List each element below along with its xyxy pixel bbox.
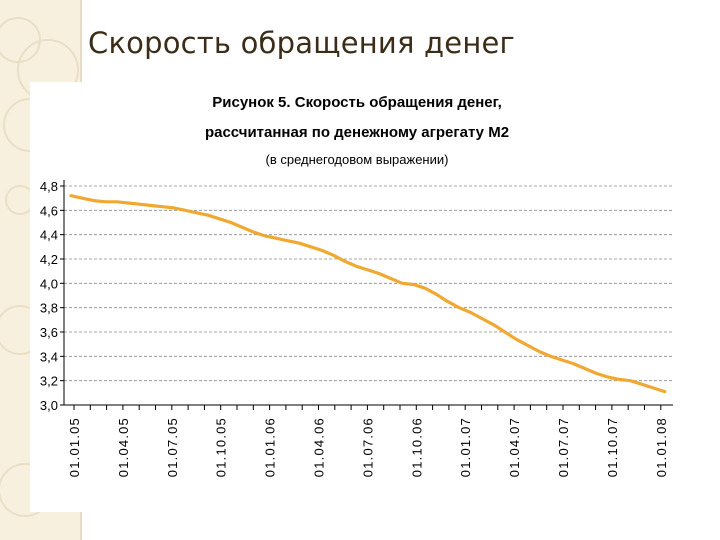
y-tick-label: 3,0 (40, 398, 58, 413)
y-axis-ticks: 3,0 3,2 3,4 3,6 3,8 4,0 4,2 4,4 4,6 4,8 (40, 179, 64, 413)
y-tick-label: 3,8 (40, 301, 58, 316)
x-tick-label: 01.07.07 (556, 417, 571, 477)
chart-subtitle: (в среднегодовом выражении) (266, 152, 449, 167)
x-axis-ticks: 01.01.05 01.04.05 01.07.05 01.10.05 01.01.06… (67, 405, 669, 477)
y-tick-label: 3,2 (40, 374, 58, 389)
chart-title-line-1: Рисунок 5. Скорость обращения денег, (212, 94, 502, 111)
chart-panel: Рисунок 5. Скорость обращения денег, рас… (30, 82, 710, 512)
x-tick-label: 01.04.05 (116, 417, 131, 477)
x-tick-label: 01.10.05 (214, 417, 229, 477)
chart-title-group: Рисунок 5. Скорость обращения денег, рас… (205, 94, 509, 167)
x-tick-label: 01.07.05 (165, 417, 180, 477)
x-tick-label: 01.01.06 (263, 417, 278, 477)
velocity-line-chart: Рисунок 5. Скорость обращения денег, рас… (40, 94, 673, 477)
y-tick-label: 4,4 (40, 228, 58, 243)
x-tick-label: 01.01.08 (654, 417, 669, 477)
x-tick-label: 01.04.06 (312, 417, 327, 477)
y-tick-label: 3,4 (40, 349, 58, 364)
series-group (69, 194, 667, 394)
y-tick-label: 4,0 (40, 276, 58, 291)
y-tick-label: 3,6 (40, 325, 58, 340)
x-tick-label: 01.01.05 (67, 417, 82, 477)
x-tick-label: 01.04.07 (507, 417, 522, 477)
y-tick-label: 4,6 (40, 203, 58, 218)
axes (63, 180, 673, 406)
y-tick-label: 4,2 (40, 252, 58, 267)
y-tick-label: 4,8 (40, 179, 58, 194)
x-tick-label: 01.10.07 (605, 417, 620, 477)
x-tick-label: 01.10.06 (409, 417, 424, 477)
grid-lines (64, 185, 673, 382)
slide-title: Скорость обращения денег (88, 26, 515, 60)
x-tick-label: 01.01.07 (458, 417, 473, 477)
series-line (69, 194, 667, 394)
chart-title-line-2: рассчитанная по денежному агрегату М2 (205, 124, 509, 141)
x-tick-label: 01.07.06 (360, 417, 375, 477)
